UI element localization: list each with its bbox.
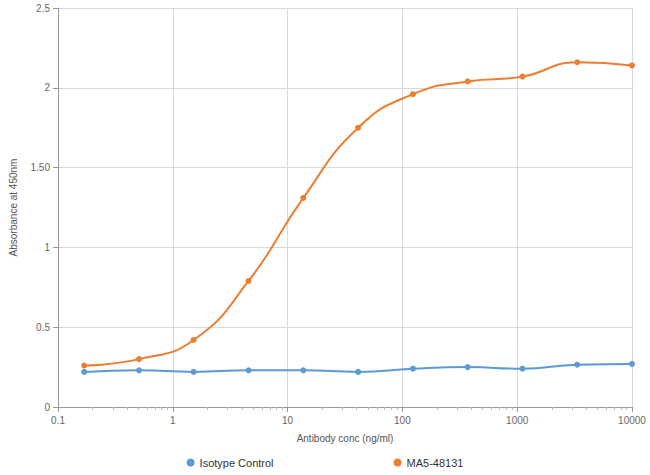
- svg-text:2: 2: [44, 82, 50, 93]
- svg-text:1.50: 1.50: [31, 162, 51, 173]
- svg-text:1: 1: [44, 242, 50, 253]
- svg-text:Isotype Control: Isotype Control: [200, 457, 274, 469]
- svg-text:100: 100: [394, 415, 411, 426]
- svg-text:10000: 10000: [618, 415, 646, 426]
- svg-text:MA5-48131: MA5-48131: [407, 457, 464, 469]
- svg-text:2.5: 2.5: [36, 3, 50, 14]
- svg-text:0: 0: [44, 402, 50, 413]
- svg-text:Absorbance at 450nm: Absorbance at 450nm: [8, 159, 19, 257]
- svg-text:1000: 1000: [506, 415, 529, 426]
- svg-text:10: 10: [282, 415, 294, 426]
- svg-text:1: 1: [170, 415, 176, 426]
- svg-text:Antibody conc (ng/ml): Antibody conc (ng/ml): [297, 433, 394, 444]
- svg-text:0.1: 0.1: [51, 415, 65, 426]
- svg-text:0.5: 0.5: [36, 322, 50, 333]
